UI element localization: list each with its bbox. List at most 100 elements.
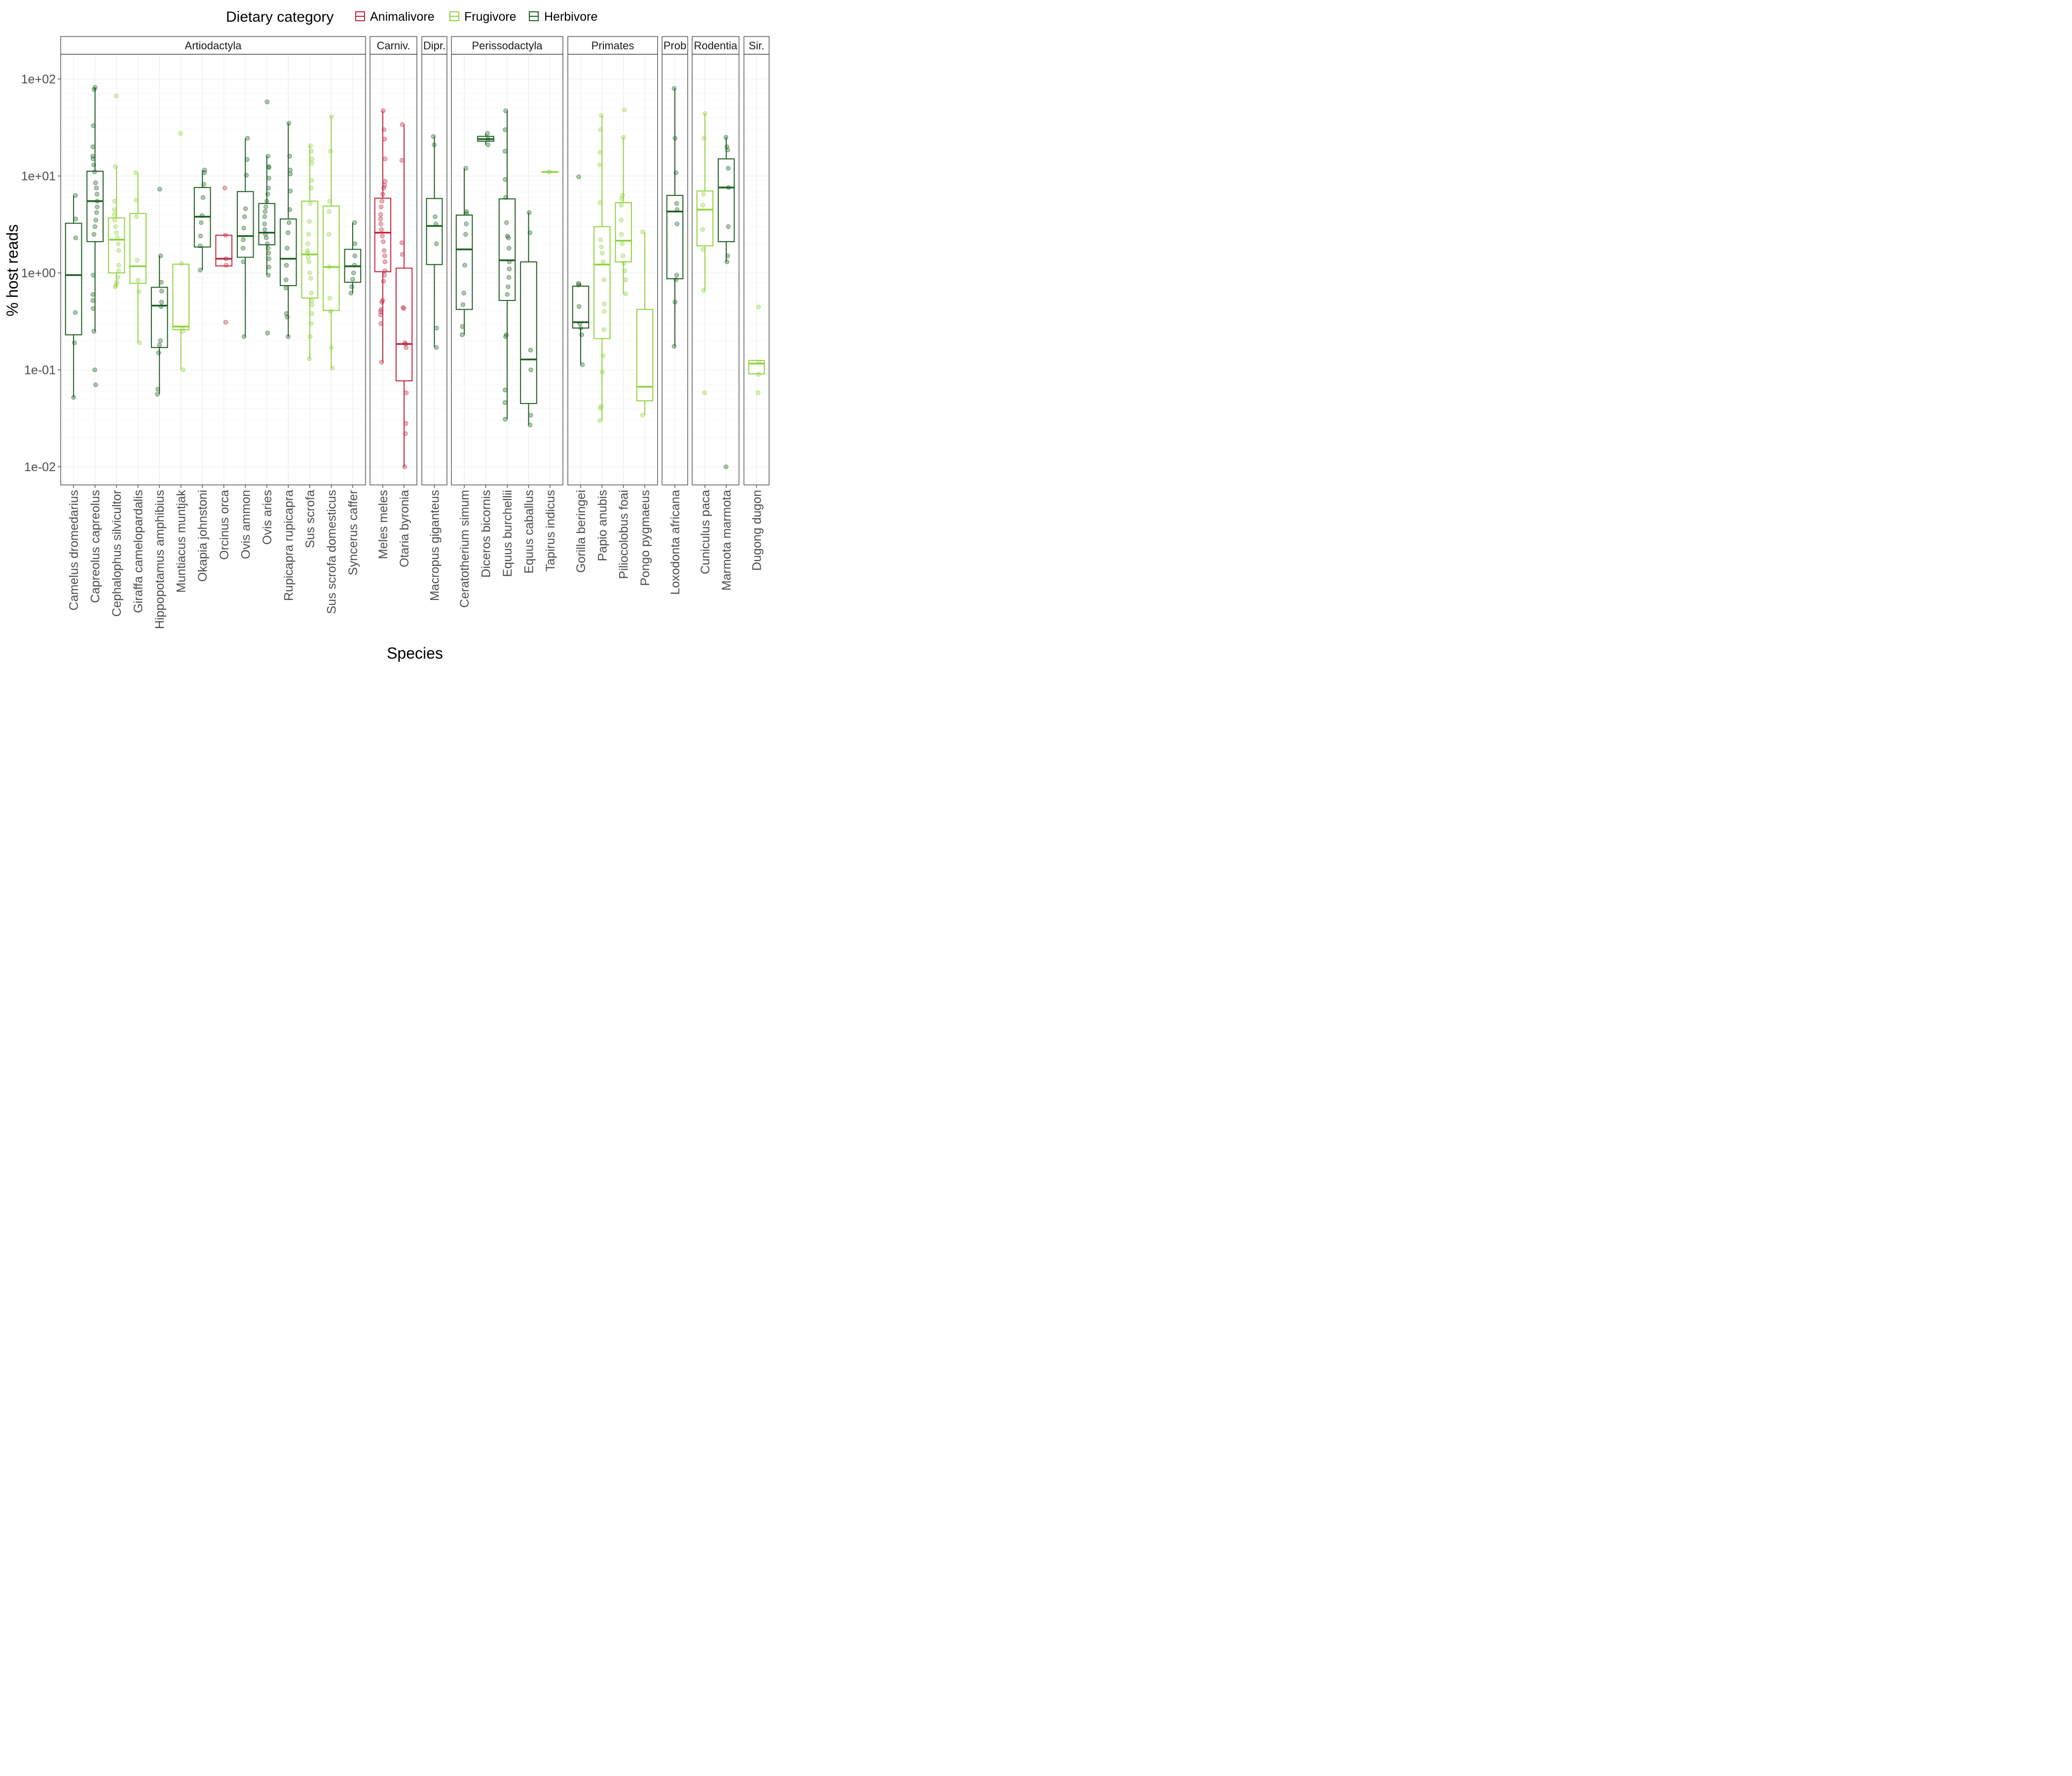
data-point bbox=[756, 360, 761, 365]
data-point bbox=[137, 340, 143, 345]
data-point bbox=[380, 298, 385, 303]
data-point bbox=[307, 334, 313, 339]
box bbox=[129, 213, 147, 284]
data-point bbox=[674, 222, 680, 226]
data-point bbox=[266, 264, 271, 270]
data-point bbox=[399, 158, 405, 163]
data-point bbox=[400, 252, 405, 257]
data-point bbox=[133, 170, 138, 175]
data-point bbox=[309, 148, 314, 154]
facet-panel-rodentia: Rodentia Cuniculus paca Marmota marmota bbox=[692, 36, 740, 591]
strip-background bbox=[60, 36, 366, 55]
strip-label-rodentia: Rodentia bbox=[694, 39, 738, 52]
data-point bbox=[404, 390, 409, 395]
data-point bbox=[528, 347, 533, 353]
box bbox=[666, 195, 684, 280]
data-point bbox=[265, 246, 271, 251]
data-point bbox=[349, 284, 354, 289]
data-point bbox=[115, 275, 120, 280]
data-point bbox=[157, 342, 162, 348]
species-cuniculus-paca: Cuniculus paca bbox=[696, 111, 714, 574]
data-point bbox=[547, 169, 552, 175]
data-point bbox=[382, 137, 387, 142]
panel-background bbox=[568, 54, 658, 485]
data-point bbox=[223, 320, 228, 325]
box bbox=[172, 263, 190, 331]
data-point bbox=[91, 232, 97, 237]
data-point bbox=[284, 311, 289, 316]
x-tick-label: Macropus giganteus bbox=[428, 490, 442, 601]
legend-label-herbivore: Herbivore bbox=[544, 10, 597, 24]
data-point bbox=[378, 204, 384, 210]
data-point bbox=[71, 395, 76, 400]
data-point bbox=[308, 185, 314, 190]
data-point bbox=[73, 217, 78, 222]
data-point bbox=[158, 304, 164, 309]
data-point bbox=[600, 353, 606, 358]
data-point bbox=[115, 241, 121, 246]
species-ceratotherium-simum: Ceratotherium simum bbox=[455, 166, 473, 608]
data-point bbox=[93, 180, 98, 185]
data-point bbox=[287, 153, 292, 159]
box bbox=[215, 234, 233, 267]
data-point bbox=[91, 329, 97, 334]
data-point bbox=[600, 259, 606, 264]
data-point bbox=[116, 268, 121, 273]
x-tick-label: Ovis aries bbox=[260, 490, 274, 545]
data-point bbox=[327, 209, 332, 214]
y-tick-label: 1e+01 bbox=[21, 170, 56, 184]
data-point bbox=[262, 222, 267, 226]
data-point bbox=[309, 311, 314, 316]
panel-border bbox=[421, 54, 447, 485]
data-point bbox=[137, 289, 142, 295]
data-point bbox=[92, 85, 98, 90]
x-tick-label: Loxodonta africana bbox=[668, 490, 682, 595]
data-point bbox=[305, 251, 310, 256]
data-point bbox=[305, 255, 311, 260]
box bbox=[236, 191, 254, 258]
species-ovis-aries: Ovis aries bbox=[258, 99, 276, 545]
data-point bbox=[284, 277, 289, 282]
data-point bbox=[266, 272, 271, 278]
strip-background bbox=[451, 36, 563, 55]
data-point bbox=[463, 232, 468, 237]
data-point bbox=[378, 222, 383, 226]
data-point bbox=[266, 256, 272, 261]
x-tick-label: Piliocolobus foai bbox=[617, 490, 631, 579]
boxplot-chart: Dietary category Animalivore Frugivore H… bbox=[3, 9, 770, 662]
box bbox=[323, 205, 340, 311]
species-capreolus-capreolus: Capreolus capreolus bbox=[86, 85, 104, 603]
data-point bbox=[755, 390, 761, 395]
species-loxodonta-africana: Loxodonta africana bbox=[666, 86, 684, 595]
species-gorilla-beringei: Gorilla beringei bbox=[572, 174, 590, 573]
data-point bbox=[577, 321, 583, 326]
data-point bbox=[223, 256, 228, 261]
data-point bbox=[619, 196, 625, 201]
data-point bbox=[284, 262, 289, 268]
data-point bbox=[619, 203, 624, 208]
data-point bbox=[288, 168, 293, 173]
data-point bbox=[402, 340, 407, 345]
data-point bbox=[330, 366, 335, 371]
data-point bbox=[701, 247, 705, 252]
species-giraffa-camelopardalis: Giraffa camelopardalis bbox=[129, 170, 147, 613]
data-point bbox=[309, 291, 314, 296]
x-axis-title: Species bbox=[387, 644, 443, 662]
data-point bbox=[113, 93, 119, 99]
data-point bbox=[327, 198, 333, 204]
species-tapirus-indicus: Tapirus indicus bbox=[541, 169, 559, 571]
data-point bbox=[308, 321, 314, 326]
data-point bbox=[619, 232, 624, 237]
data-point bbox=[378, 307, 384, 312]
data-point bbox=[95, 198, 100, 204]
data-point bbox=[434, 241, 439, 246]
data-point bbox=[402, 464, 407, 469]
strip-background bbox=[567, 36, 658, 55]
x-tick-label: Camelus dromedarius bbox=[67, 490, 81, 611]
data-point bbox=[112, 198, 117, 204]
data-point bbox=[622, 108, 627, 112]
data-point bbox=[264, 235, 269, 240]
data-point bbox=[597, 200, 602, 205]
data-point bbox=[113, 224, 118, 229]
facet-panel-primates: Primates Gorilla beringei Papio anubis Pili… bbox=[567, 36, 658, 586]
